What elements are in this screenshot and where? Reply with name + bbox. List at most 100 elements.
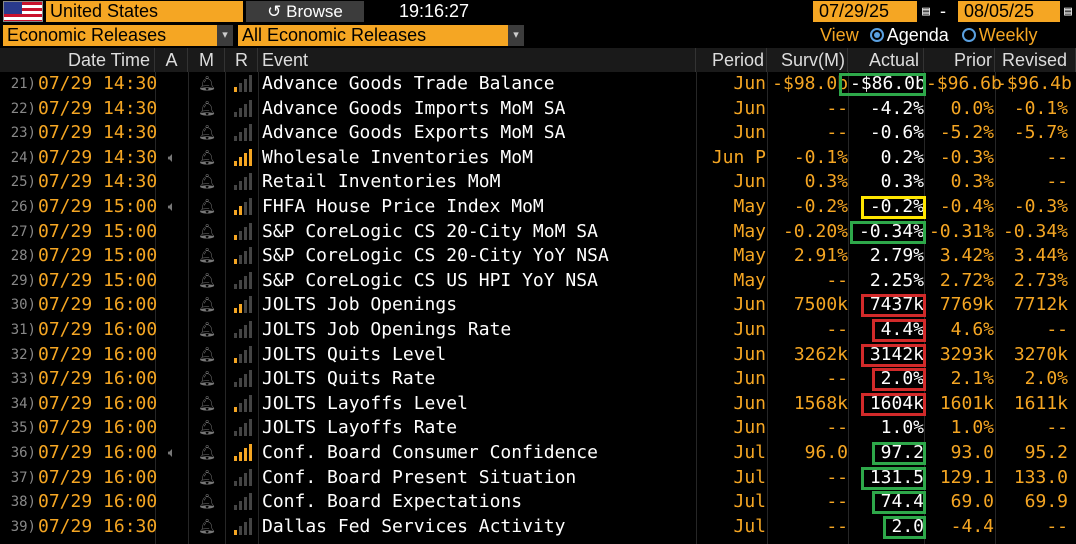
actual-value: 3142k: [850, 343, 926, 368]
release-datetime: 07/29 14:30: [38, 146, 158, 168]
event-name[interactable]: Dallas Fed Services Activity: [262, 515, 566, 537]
audio-empty: [156, 515, 188, 540]
event-name[interactable]: S&P CoreLogic CS US HPI YoY NSA: [262, 269, 598, 291]
event-name[interactable]: S&P CoreLogic CS 20-City YoY NSA: [262, 245, 609, 267]
relevance-bars-icon: [226, 490, 258, 515]
table-row[interactable]: 24) 07/29 14:30 🔈︎ 🔔︎ Wholesale Inventories …: [0, 146, 1076, 171]
event-name[interactable]: JOLTS Job Openings Rate: [262, 319, 512, 340]
alert-bell-icon[interactable]: 🔔︎: [198, 395, 216, 412]
alert-bell-icon[interactable]: 🔔︎: [198, 469, 216, 486]
table-row[interactable]: 21) 07/29 14:30 🔔︎ Advance Goods Trade Bala…: [0, 72, 1076, 97]
survey-value: -0.20%: [782, 220, 848, 242]
relevance-bars-icon: [226, 269, 258, 294]
speaker-icon[interactable]: 🔈︎: [167, 445, 177, 461]
audio-empty: [156, 318, 188, 343]
alert-bell-icon[interactable]: 🔔︎: [198, 272, 216, 289]
alert-bell-icon[interactable]: 🔔︎: [198, 518, 216, 535]
event-name[interactable]: JOLTS Job Openings: [262, 294, 458, 316]
col-prior[interactable]: Prior: [925, 48, 995, 72]
table-row[interactable]: 25) 07/29 14:30 🔔︎ Retail Inventories MoM Ju…: [0, 170, 1076, 195]
event-name[interactable]: Advance Goods Trade Balance: [262, 73, 555, 94]
table-row[interactable]: 38) 07/29 16:00 🔔︎ Conf. Board Expectations…: [0, 490, 1076, 515]
table-row[interactable]: 27) 07/29 15:00 🔔︎ S&P CoreLogic CS 20-City…: [0, 220, 1076, 245]
alert-bell-icon[interactable]: 🔔︎: [198, 297, 216, 314]
table-row[interactable]: 30) 07/29 16:00 🔔︎ JOLTS Job Openings Jun 750…: [0, 293, 1076, 318]
view-option-weekly[interactable]: Weekly: [961, 25, 1037, 45]
table-row[interactable]: 37) 07/29 16:00 🔔︎ Conf. Board Present Situ…: [0, 466, 1076, 491]
table-row[interactable]: 26) 07/29 15:00 🔈︎ 🔔︎ FHFA House Price Index…: [0, 195, 1076, 220]
table-row[interactable]: 36) 07/29 16:00 🔈︎ 🔔︎ Conf. Board Consumer C…: [0, 441, 1076, 466]
release-datetime: 07/29 14:30: [38, 171, 158, 193]
alert-bell-icon[interactable]: 🔔︎: [198, 223, 216, 240]
audio-empty: [156, 367, 188, 392]
table-row[interactable]: 32) 07/29 16:00 🔔︎ JOLTS Quits Level Jun 3262…: [0, 343, 1076, 368]
column-divider: [188, 72, 189, 544]
event-name[interactable]: S&P CoreLogic CS 20-City MoM SA: [262, 220, 598, 242]
table-row[interactable]: 34) 07/29 16:00 🔔︎ JOLTS Layoffs Level Jun 15…: [0, 392, 1076, 417]
alert-bell-icon[interactable]: 🔔︎: [198, 76, 216, 92]
alert-bell-icon[interactable]: 🔔︎: [198, 494, 216, 511]
event-name[interactable]: Conf. Board Consumer Confidence: [262, 442, 598, 463]
event-name[interactable]: Wholesale Inventories MoM: [262, 146, 533, 168]
col-revised[interactable]: Revised: [996, 48, 1076, 72]
table-row[interactable]: 33) 07/29 16:00 🔔︎ JOLTS Quits Rate Jun -- 2.0…: [0, 367, 1076, 392]
col-a[interactable]: A: [156, 48, 188, 72]
date-to-input[interactable]: 08/05/25: [958, 1, 1060, 22]
event-name[interactable]: Conf. Board Expectations: [262, 491, 523, 513]
calendar-icon[interactable]: ▤: [922, 4, 930, 19]
view-option-agenda[interactable]: Agenda: [869, 25, 949, 45]
country-field[interactable]: United States: [46, 1, 243, 22]
date-from-input[interactable]: 07/29/25: [813, 1, 917, 22]
alert-bell-icon[interactable]: 🔔︎: [198, 125, 216, 142]
table-row[interactable]: 39) 07/29 16:30 🔔︎ Dallas Fed Services Acti…: [0, 515, 1076, 540]
col-datetime[interactable]: Date Time: [0, 48, 155, 72]
event-name[interactable]: FHFA House Price Index MoM: [262, 196, 544, 217]
revised-value: 2.73%: [1013, 269, 1068, 291]
table-row[interactable]: 31) 07/29 16:00 🔔︎ JOLTS Job Openings Rate J…: [0, 318, 1076, 343]
actual-value: 2.0%: [850, 367, 926, 392]
prior-value: 3.42%: [939, 245, 994, 267]
table-row[interactable]: 22) 07/29 14:30 🔔︎ Advance Goods Imports Mo…: [0, 97, 1076, 122]
alert-bell-icon[interactable]: 🔔︎: [198, 322, 216, 338]
browse-button[interactable]: ↺ Browse: [246, 1, 364, 22]
event-name[interactable]: JOLTS Quits Level: [262, 343, 447, 365]
event-name[interactable]: Retail Inventories MoM: [262, 171, 501, 193]
col-actual[interactable]: Actual: [849, 48, 924, 72]
event-name[interactable]: JOLTS Layoffs Level: [262, 392, 468, 414]
calendar-icon[interactable]: ▤: [1064, 4, 1072, 19]
event-name[interactable]: Advance Goods Imports MoM SA: [262, 97, 566, 119]
event-name[interactable]: Advance Goods Exports MoM SA: [262, 122, 566, 144]
alert-bell-icon[interactable]: 🔔︎: [198, 248, 216, 265]
prior-value: -4.4: [950, 515, 994, 537]
col-r[interactable]: R: [226, 48, 258, 72]
alert-bell-icon[interactable]: 🔔︎: [198, 199, 216, 215]
table-row[interactable]: 35) 07/29 16:00 🔔︎ JOLTS Layoffs Rate Jun -- 1…: [0, 416, 1076, 441]
alert-bell-icon[interactable]: 🔔︎: [198, 346, 216, 363]
event-name[interactable]: Conf. Board Present Situation: [262, 466, 577, 488]
alert-bell-icon[interactable]: 🔔︎: [198, 100, 216, 117]
speaker-icon[interactable]: 🔈︎: [167, 149, 177, 166]
alert-bell-icon[interactable]: 🔔︎: [198, 420, 216, 437]
audio-empty: [156, 244, 188, 269]
release-datetime: 07/29 16:00: [38, 442, 158, 463]
alert-bell-icon[interactable]: 🔔︎: [198, 445, 216, 461]
alert-bell-icon[interactable]: 🔔︎: [198, 149, 216, 166]
event-name[interactable]: JOLTS Quits Rate: [262, 368, 436, 390]
relevance-bars-icon: [226, 220, 258, 245]
col-m[interactable]: M: [189, 48, 225, 72]
release-datetime: 07/29 16:30: [38, 515, 158, 537]
category-dropdown[interactable]: Economic Releases ▾: [3, 25, 233, 46]
column-divider: [696, 72, 697, 544]
alert-bell-icon[interactable]: 🔔︎: [198, 174, 216, 191]
releases-dropdown[interactable]: All Economic Releases ▾: [238, 25, 524, 46]
col-event[interactable]: Event: [259, 48, 696, 72]
col-surv[interactable]: Surv(M): [768, 48, 848, 72]
event-name[interactable]: JOLTS Layoffs Rate: [262, 417, 458, 439]
speaker-icon[interactable]: 🔈︎: [167, 199, 177, 215]
table-row[interactable]: 23) 07/29 14:30 🔔︎ Advance Goods Exports Mo…: [0, 121, 1076, 146]
alert-bell-icon[interactable]: 🔔︎: [198, 371, 216, 388]
col-period[interactable]: Period: [697, 48, 767, 72]
table-row[interactable]: 29) 07/29 15:00 🔔︎ S&P CoreLogic CS US HPI …: [0, 269, 1076, 294]
table-row[interactable]: 28) 07/29 15:00 🔔︎ S&P CoreLogic CS 20-City…: [0, 244, 1076, 269]
relevance-bars-icon: [226, 318, 258, 343]
